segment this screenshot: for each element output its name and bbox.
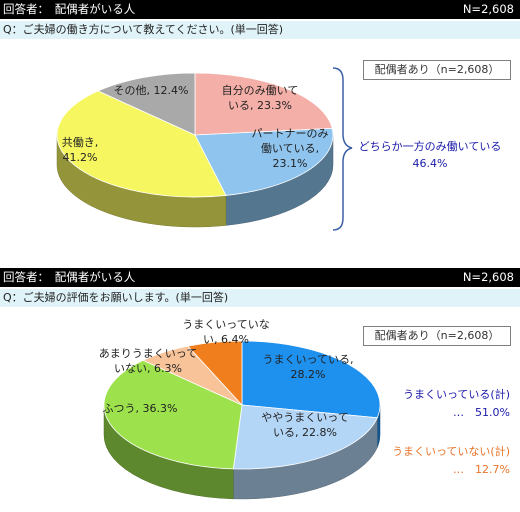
pie-data-label: 共働き, 41.2% <box>62 136 99 164</box>
section1-legend-box: 配偶者あり（n=2,608） <box>363 60 511 80</box>
section1-question-bar: Q：ご夫婦の働き方について教えてください。(単一回答) <box>0 21 520 39</box>
pie-data-label: 自分のみ働いている, 23.3% <box>222 84 299 112</box>
pie-slice <box>194 72 333 136</box>
pie-slice <box>56 90 227 198</box>
pie-data-label: その他, 12.4% <box>114 84 189 97</box>
question-text: Q：ご夫婦の働き方について教えてください。(単一回答) <box>3 23 284 36</box>
respondent-label: 回答者： 配偶者がいる人 <box>3 270 136 284</box>
pie-data-label: パートナーのみ働いている, 23.1% <box>252 127 329 170</box>
pie-data-label: ふつう, 36.3% <box>103 402 178 415</box>
pie-chart-work-style: どちらか一方のみ働いている 46.4% 自分のみ働いている, 23.3% パートナ… <box>56 67 502 231</box>
pie-tops <box>56 72 334 198</box>
section2-header: 回答者： 配偶者がいる人 N=2,608 <box>0 268 520 287</box>
pie-data-label: あまりうまくいっていない, 6.3% <box>99 347 197 375</box>
section2-legend-box: 配偶者あり（n=2,608） <box>363 326 511 346</box>
pie-slice <box>97 72 196 136</box>
pie-tops <box>103 340 381 470</box>
pie-data-label: うまくいっていない, 6.4% <box>182 318 269 346</box>
pie-slice <box>187 340 243 407</box>
sample-size: N=2,608 <box>462 270 514 284</box>
brace <box>332 67 353 231</box>
brace-label-line1: どちらか一方のみ働いている <box>359 139 502 153</box>
pie-slice <box>232 404 378 470</box>
question-text: Q：ご夫婦の評価をお願いします。(単一回答) <box>3 291 229 304</box>
sum-good-label: うまくいっている(計) <box>402 388 510 401</box>
sample-size: N=2,608 <box>462 2 514 16</box>
pie-slice <box>103 359 243 470</box>
sum-bad-label: うまくいっていない(計) <box>391 445 510 458</box>
sum-good-value: … 51.0% <box>453 406 510 419</box>
respondent-label: 回答者： 配偶者がいる人 <box>3 2 136 16</box>
section2-question-bar: Q：ご夫婦の評価をお願いします。(単一回答) <box>0 289 520 307</box>
section1-header: 回答者： 配偶者がいる人 N=2,608 <box>0 0 520 19</box>
pie-data-label: ややうまくいっている, 22.8% <box>261 411 348 439</box>
pie-slice <box>194 127 334 196</box>
brace-label-line2: 46.4% <box>413 157 448 170</box>
pie-slice <box>241 340 381 419</box>
pie-data-label: うまくいっている, 28.2% <box>263 353 354 381</box>
sum-bad-value: … 12.7% <box>453 463 510 476</box>
